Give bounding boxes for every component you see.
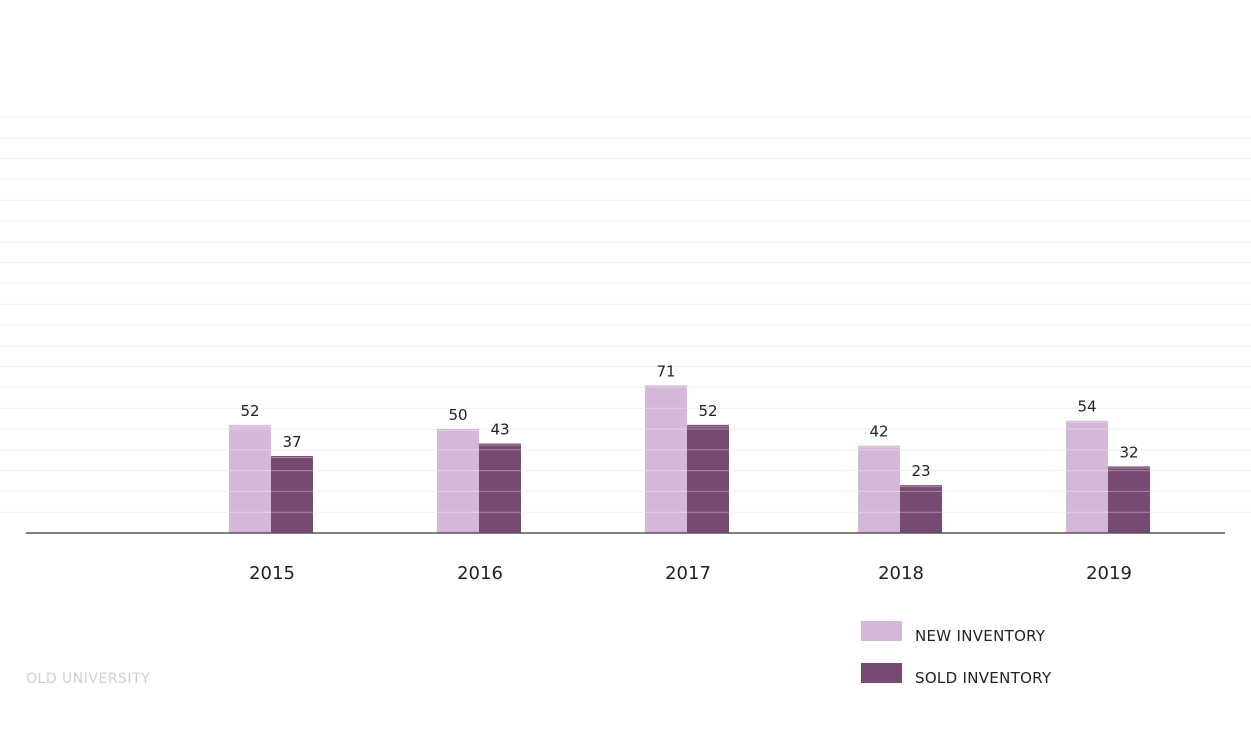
bars-group (229, 385, 1150, 533)
bar-new-inventory-2018 (858, 445, 900, 533)
grid-lines (0, 116, 1251, 513)
data-label-sold-inventory-2015: 37 (282, 433, 301, 451)
x-tick-label-2015: 2015 (249, 563, 295, 584)
x-tick-label-2017: 2017 (665, 563, 711, 584)
bar-sold-inventory-2019 (1108, 466, 1150, 533)
bar-new-inventory-2016 (437, 429, 479, 533)
x-tick-label-2018: 2018 (878, 563, 924, 584)
x-tick-label-2019: 2019 (1086, 563, 1132, 584)
data-label-new-inventory-2018: 42 (869, 423, 888, 441)
bar-sold-inventory-2016 (479, 443, 521, 533)
x-tick-label-2016: 2016 (457, 563, 503, 584)
bar-sold-inventory-2018 (900, 485, 942, 533)
watermark-text: OLD UNIVERSITY (26, 671, 150, 687)
bar-new-inventory-2015 (229, 424, 271, 533)
data-label-sold-inventory-2019: 32 (1119, 443, 1138, 461)
data-label-sold-inventory-2016: 43 (490, 421, 509, 439)
data-label-sold-inventory-2018: 23 (911, 462, 930, 480)
legend-label-new-inventory: NEW INVENTORY (915, 627, 1046, 645)
data-label-new-inventory-2016: 50 (448, 406, 467, 424)
bar-new-inventory-2017 (645, 385, 687, 533)
legend: NEW INVENTORY SOLD INVENTORY (861, 621, 1052, 687)
data-label-new-inventory-2019: 54 (1077, 398, 1096, 416)
bar-sold-inventory-2015 (271, 456, 313, 533)
data-label-new-inventory-2017: 71 (656, 362, 675, 380)
data-label-sold-inventory-2017: 52 (698, 402, 717, 420)
bar-sold-inventory-2017 (687, 424, 729, 533)
bar-new-inventory-2019 (1066, 420, 1108, 533)
x-tick-labels: 2015 2016 2017 2018 2019 (249, 563, 1132, 584)
data-labels-group: 52 37 50 43 71 52 42 23 54 32 (240, 362, 1138, 480)
legend-swatch-new-inventory (861, 621, 902, 641)
legend-label-sold-inventory: SOLD INVENTORY (915, 669, 1052, 687)
data-label-new-inventory-2015: 52 (240, 402, 259, 420)
legend-swatch-sold-inventory (861, 663, 902, 683)
